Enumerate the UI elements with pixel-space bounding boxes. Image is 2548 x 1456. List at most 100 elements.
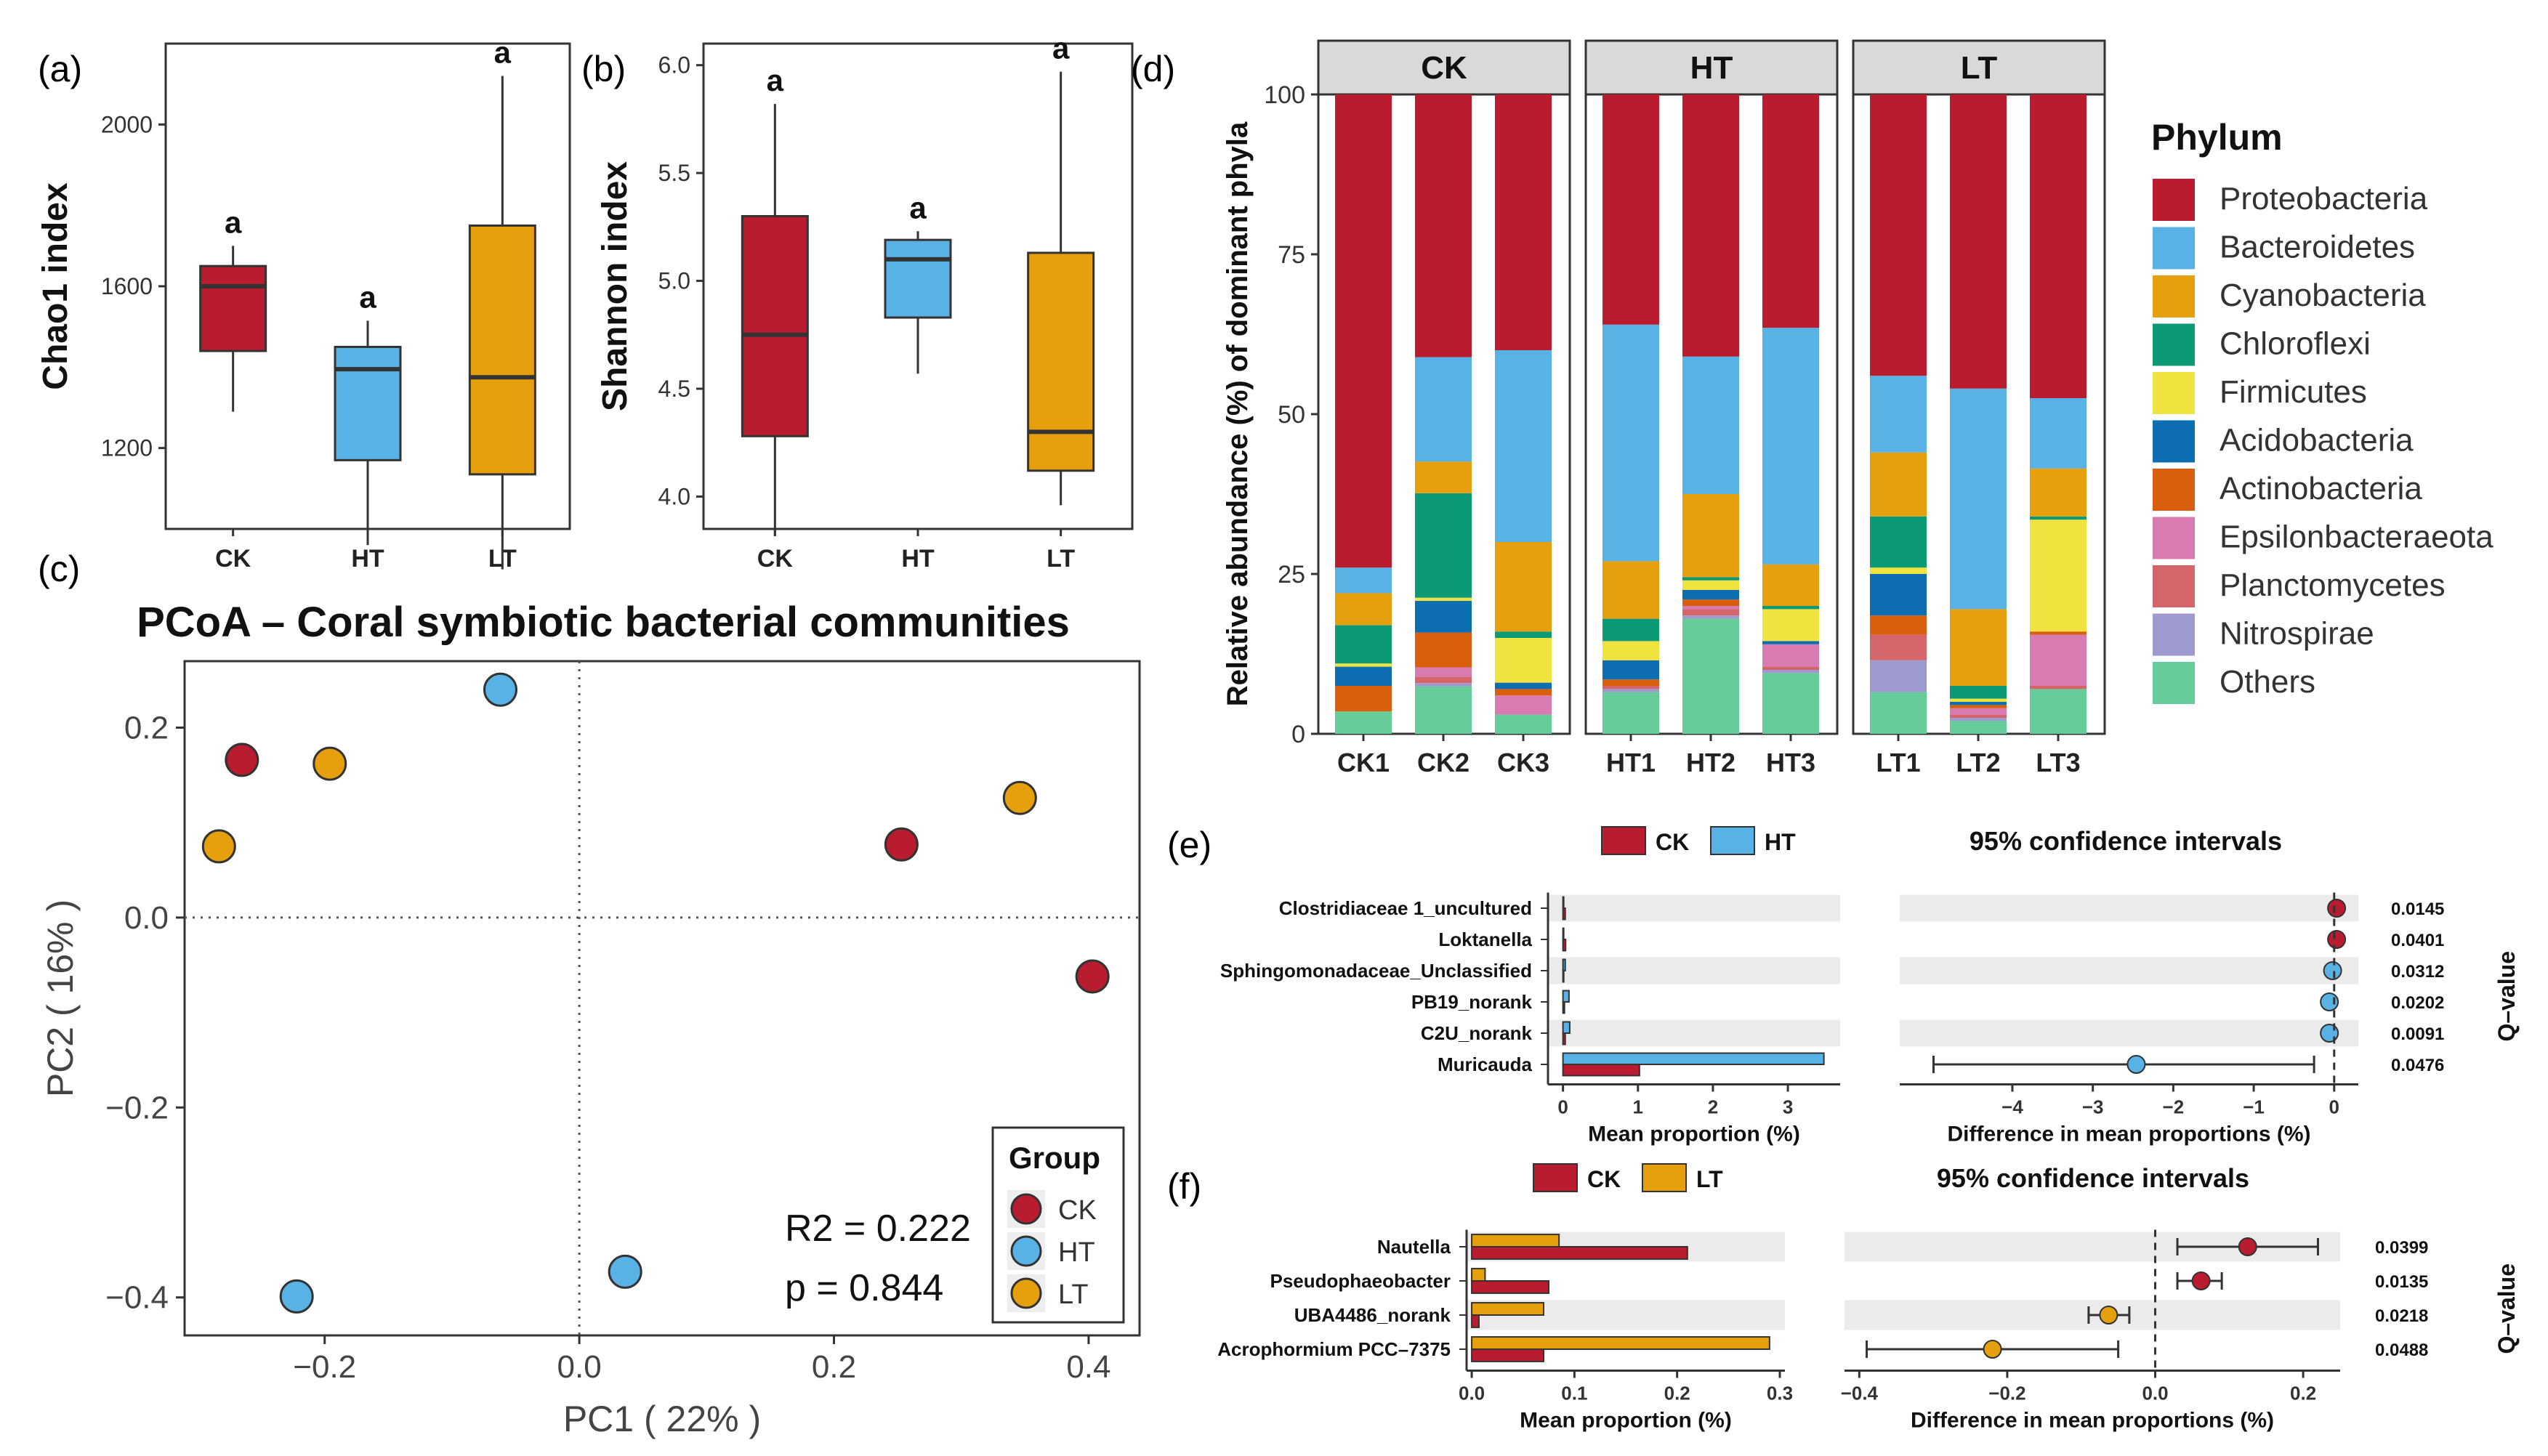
bar-segment-acidobacteria	[1950, 702, 2007, 705]
y-tick-label: 0	[1291, 721, 1305, 748]
bar-CK	[1471, 1280, 1550, 1294]
bar-segment-bacteroidetes	[2030, 398, 2087, 469]
diff-point-HT	[2126, 1055, 2146, 1074]
bar-segment-cyanobacteria	[1335, 593, 1392, 626]
ci-title: 95% confidence intervals	[1937, 1163, 2249, 1193]
bar-segment-chloroflexi	[1335, 625, 1392, 664]
bar-segment-cyanobacteria	[1870, 452, 1927, 517]
y-tick-label: 25	[1278, 561, 1305, 589]
y-tick-label: 5.5	[658, 160, 690, 186]
x-axis-label: PC1 ( 22% )	[563, 1399, 761, 1439]
bar-segment-epsilonbacteraeota	[2030, 634, 2087, 686]
diff-point-CK	[2191, 1271, 2211, 1290]
bar-segment-cyanobacteria	[1682, 494, 1739, 578]
row-band	[1900, 957, 2358, 984]
bar-segment-nitrospirae	[1682, 615, 1739, 619]
feature-label: Muricauda	[1438, 1053, 1533, 1075]
y-tick-label: 0.2	[124, 710, 169, 745]
legend-label: HT	[1058, 1237, 1095, 1268]
y-tick-label: 5.0	[658, 268, 690, 294]
bar-segment-firmicutes	[1495, 638, 1552, 683]
y-tick-label: −0.2	[105, 1090, 169, 1125]
y-tick-label: 100	[1264, 81, 1305, 109]
bar-segment-nitrospirae	[1950, 718, 2007, 721]
bar-LT	[1471, 1268, 1486, 1282]
bar-segment-bacteroidetes	[1335, 567, 1392, 594]
legend-key-CK	[1601, 826, 1646, 855]
x-tick-label: HT2	[1686, 748, 1735, 777]
facet-strip	[1584, 39, 1839, 96]
x-tick-label: −2	[2163, 1096, 2185, 1118]
x-tick-label: −0.4	[1841, 1383, 1879, 1404]
box-HT	[334, 346, 402, 461]
bar-segment-nitrospirae	[1415, 683, 1472, 687]
y-tick-label: 4.0	[658, 483, 690, 509]
bar-HT	[1562, 990, 1570, 1003]
bar-segment-others	[1415, 686, 1472, 734]
feature-label: Nautella	[1377, 1236, 1451, 1258]
x-tick-label: LT2	[1956, 748, 2000, 777]
x-tick-label: CK2	[1417, 748, 1469, 777]
y-tick-label: 4.5	[658, 376, 690, 402]
bar-segment-acidobacteria	[1495, 682, 1552, 689]
y-axis-label: Shannon index	[596, 161, 634, 411]
bar-segment-proteobacteria	[1602, 94, 1659, 325]
bar-segment-proteobacteria	[1335, 94, 1392, 568]
bar-segment-others	[1335, 711, 1392, 734]
bar-segment-firmicutes	[1335, 663, 1392, 667]
point-LT	[201, 829, 236, 864]
bar-segment-planctomycetes	[1415, 676, 1472, 684]
bar-segment-planctomycetes	[1950, 714, 2007, 718]
point-LT	[313, 746, 347, 781]
panel-label-a: (a)	[38, 49, 82, 89]
x-tick-label: 0.0	[2142, 1383, 2168, 1404]
x-axis-label: Mean proportion (%)	[1588, 1123, 1800, 1146]
bar-segment-acidobacteria	[1602, 660, 1659, 680]
box-LT	[468, 225, 536, 476]
bar-segment-nitrospirae	[1762, 670, 1819, 674]
x-tick-label: HT3	[1766, 748, 1815, 777]
bar-segment-chloroflexi	[1762, 606, 1819, 610]
bar-segment-actinobacteria	[1682, 599, 1739, 606]
panel-f-ck-vs-lt: CK LT 95% confidence intervals Nautella 0.03…	[1217, 1163, 2520, 1433]
q-value: 0.0399	[2375, 1238, 2428, 1258]
bar-segment-actinobacteria	[1602, 679, 1659, 686]
facet-label: LT	[1961, 50, 1998, 86]
x-tick-label: −4	[2001, 1096, 2023, 1118]
x-tick-label: 0.2	[2290, 1383, 2316, 1404]
bar-segment-cyanobacteria	[1950, 609, 2007, 686]
x-axis-label: Difference in mean proportions (%)	[1947, 1123, 2310, 1146]
significance-letter: a	[359, 280, 376, 314]
bar-segment-epsilonbacteraeota	[1682, 606, 1739, 610]
feature-label: UBA4486_norank	[1294, 1304, 1451, 1326]
legend-key-firmicutes	[2153, 372, 2195, 414]
bar-segment-cyanobacteria	[1762, 564, 1819, 606]
row-band	[1548, 1019, 1840, 1047]
bar-CK	[1562, 1001, 1565, 1014]
bar-segment-actinobacteria	[1335, 686, 1392, 712]
x-tick-label: 0.3	[1767, 1383, 1793, 1404]
bar-segment-proteobacteria	[1870, 94, 1927, 376]
bar-CK	[1471, 1348, 1544, 1362]
q-value: 0.0218	[2375, 1306, 2428, 1326]
diff-point-LT	[1983, 1340, 2002, 1359]
feature-label: C2U_norank	[1421, 1022, 1533, 1044]
bar-segment-planctomycetes	[1682, 609, 1739, 616]
y-tick-label: 1600	[101, 273, 153, 299]
bar-segment-planctomycetes	[2030, 686, 2087, 689]
bar-segment-actinobacteria	[1415, 632, 1472, 668]
panel-e-ck-vs-ht: CK HT 95% confidence intervals Clostridiace…	[1220, 826, 2520, 1146]
diff-point-HT	[2323, 961, 2342, 980]
bar-segment-others	[1762, 673, 1819, 734]
point-LT	[1002, 780, 1037, 815]
stat-r2: R2 = 0.222	[785, 1208, 971, 1250]
x-tick-label: HT	[351, 545, 384, 573]
legend-label: HT	[1765, 829, 1796, 855]
x-tick-label: 0.2	[812, 1349, 856, 1385]
bar-HT	[1562, 958, 1566, 972]
q-value-axis-label: Q–value	[2493, 1263, 2520, 1354]
bar-HT	[1562, 896, 1565, 910]
row-band	[1900, 894, 2358, 922]
q-value: 0.0145	[2391, 899, 2444, 919]
